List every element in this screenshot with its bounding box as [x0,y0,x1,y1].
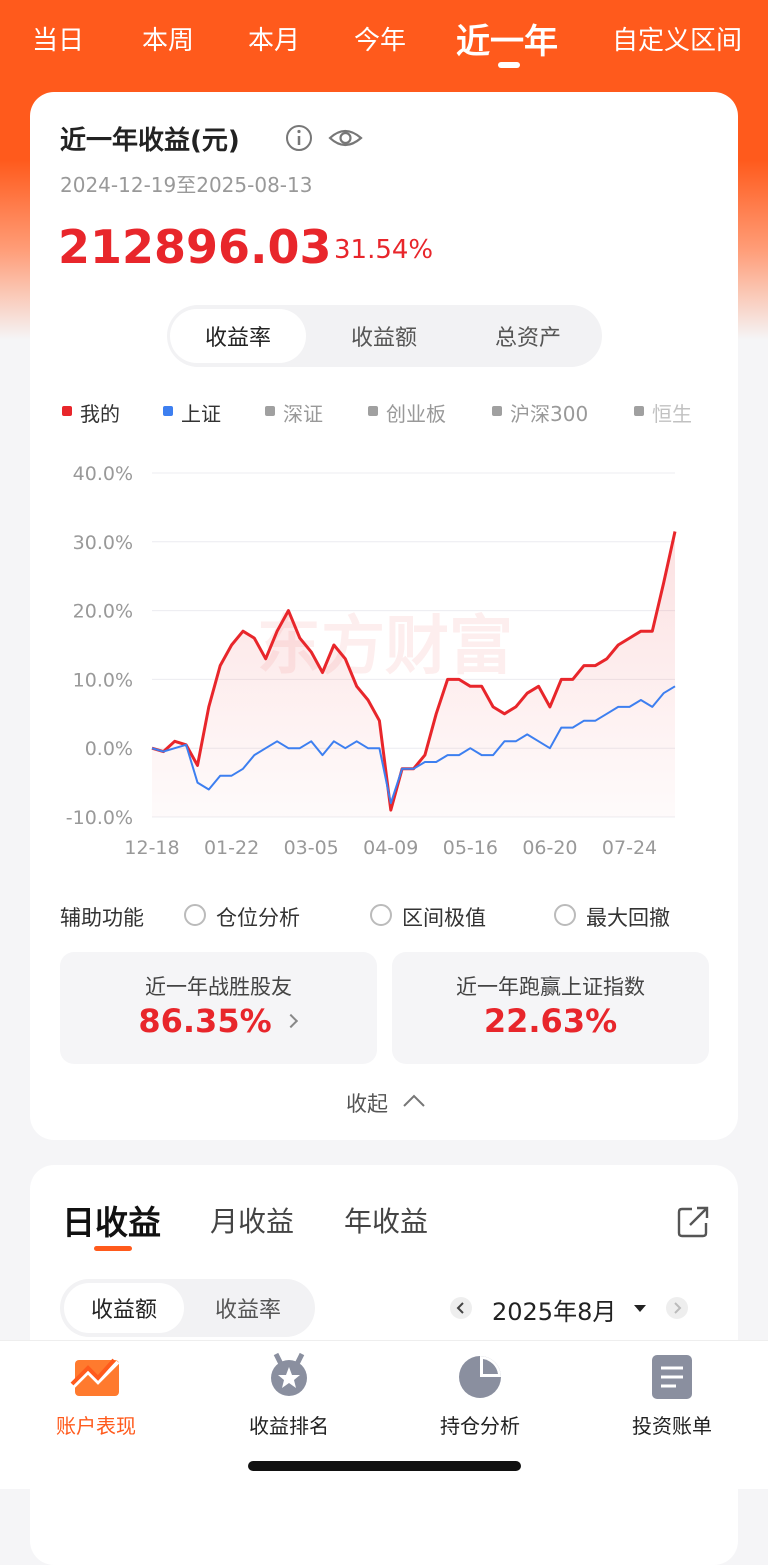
title-icons [286,125,363,151]
daily-segment-item[interactable]: 收益额 [64,1283,184,1333]
daily-tab[interactable]: 年收益 [344,1205,429,1238]
share-icon[interactable] [676,1204,712,1240]
legend-label[interactable]: 深证 [283,402,323,426]
y-tick-label: -10.0% [66,807,133,829]
legend-swatch [265,406,275,416]
y-tick-label: 40.0% [73,463,133,485]
legend-swatch [368,406,378,416]
stat-label: 近一年战胜股友 [145,975,292,999]
nav-label[interactable]: 持仓分析 [440,1414,520,1438]
legend-swatch [163,406,173,416]
aux-label: 辅助功能 [60,906,144,930]
daily-tab[interactable]: 月收益 [210,1205,295,1238]
x-tick-label: 07-24 [602,837,657,859]
legend-swatch [634,406,644,416]
stat-box [392,952,709,1064]
x-tick-label: 04-09 [363,837,418,859]
period-tab[interactable]: 今年 [354,26,407,56]
aux-option[interactable]: 最大回撤 [586,906,670,930]
aux-option[interactable]: 区间极值 [402,906,486,930]
month-arrows [450,1297,688,1319]
amount: 212896.03 [58,220,332,274]
y-tick-label: 10.0% [73,669,133,691]
line [151,685,676,805]
radio[interactable] [370,904,392,926]
nav-icons [70,1352,692,1399]
rate: 31.54% [334,235,434,265]
y-tick-label: 0.0% [85,738,133,760]
aux-option[interactable]: 仓位分析 [216,906,300,930]
date-range: 2024-12-19至2025-08-13 [60,173,313,197]
x-tick-label: 06-20 [522,837,577,859]
legend-swatch [492,406,502,416]
title: 近一年收益(元) [60,126,240,156]
legend-label[interactable]: 创业板 [386,402,446,426]
tab-underline [498,62,520,68]
x-tick-label: 01-22 [204,837,259,859]
radio[interactable] [184,904,206,926]
daily-underline [94,1246,132,1251]
legend-label[interactable]: 我的 [80,402,120,426]
stat-value: 86.35% [138,1002,272,1040]
collapse-icon [403,1094,425,1107]
page: 近一年收益(元) 2024-12-19至2025-08-13 212896.03… [0,0,768,1471]
y-tick-label: 20.0% [73,601,133,623]
period-tab[interactable]: 本周 [142,26,195,56]
legend-swatch [62,406,72,416]
stat-value: 22.63% [483,1002,618,1040]
y-tick-label: 30.0% [73,532,133,554]
home-indicator [248,1461,521,1471]
collapse[interactable]: 收起 [346,1092,388,1116]
stat-label: 近一年跑赢上证指数 [456,975,645,999]
month[interactable]: 2025年8月 [492,1298,617,1326]
radio[interactable] [554,904,576,926]
nav-label[interactable]: 账户表现 [56,1414,136,1438]
x-tick-label: 05-16 [443,837,498,859]
period-tab[interactable]: 近一年 [456,22,558,62]
nav-label[interactable]: 收益排名 [249,1414,329,1438]
x-tick-label: 03-05 [284,837,339,859]
daily-segment-item[interactable]: 收益率 [214,1298,281,1323]
legend-label[interactable]: 上证 [181,402,221,426]
segment-item[interactable]: 收益额 [350,326,417,351]
legend-label[interactable]: 沪深300 [510,402,589,426]
segment-item[interactable]: 总资产 [494,326,561,351]
nav-label[interactable]: 投资账单 [632,1414,712,1438]
stat-box [60,952,377,1064]
segment-item[interactable]: 收益率 [170,309,306,363]
legend-label[interactable]: 恒生 [652,402,692,426]
x-tick-label: 12-18 [124,837,179,859]
period-tab[interactable]: 自定义区间 [612,26,743,56]
chart: 东方财富 -10.0%0.0%10.0%20.0%30.0%40.0%12-18… [66,463,677,859]
period-tab[interactable]: 当日 [32,26,85,56]
daily-tab[interactable]: 日收益 [62,1203,161,1242]
period-tab[interactable]: 本月 [248,26,301,56]
